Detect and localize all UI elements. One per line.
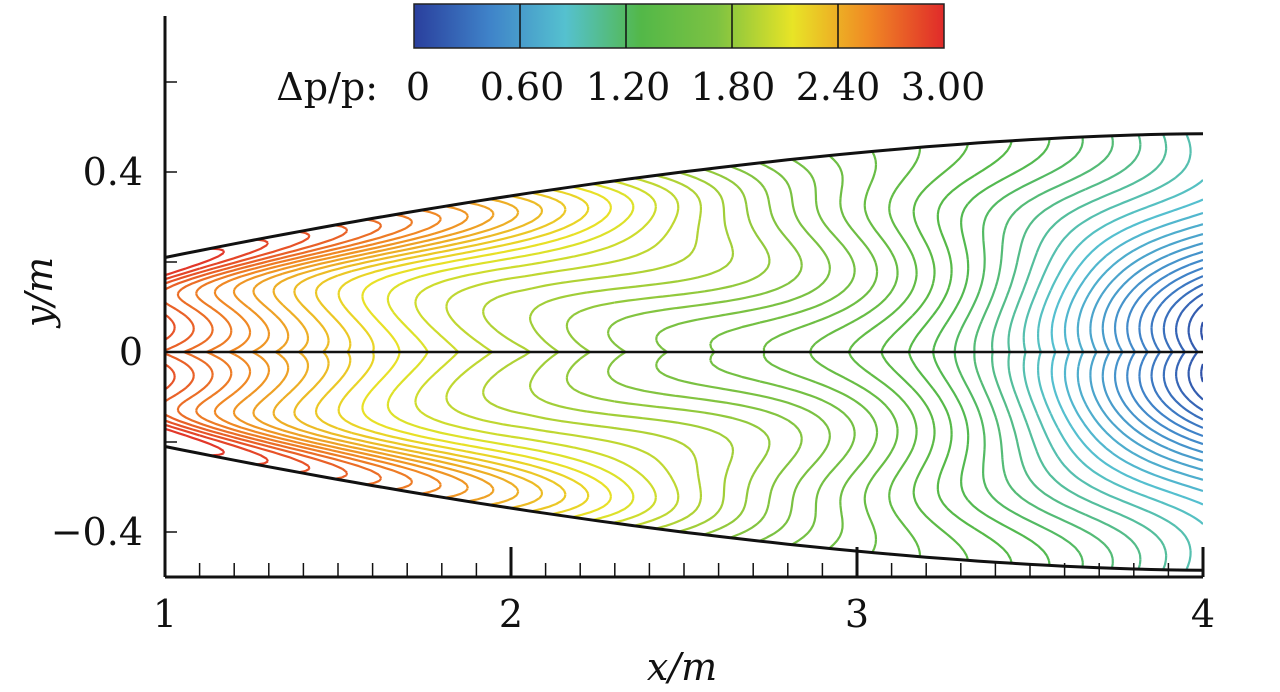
contour-line (953, 136, 1084, 568)
x-tick-label: 3 (845, 592, 869, 636)
x-tick-label: 1 (153, 592, 177, 636)
y-tick-label: 0 (119, 330, 143, 374)
colorbar-tick-label: 1.80 (691, 65, 776, 109)
colorbar-dividers (519, 4, 839, 48)
x-axis-title: x/m (647, 645, 717, 689)
contour-line (907, 140, 1013, 564)
contour-line (1089, 233, 1203, 471)
contour-line (1037, 179, 1203, 525)
x-tick-label: 2 (499, 592, 523, 636)
nozzle-wall-top (164, 132, 1204, 259)
colorbar-tick-label: 0.60 (480, 65, 565, 109)
colorbar: Δp/p: 0 0.60 1.20 1.80 2.40 3.00 (276, 3, 985, 109)
y-ticks (165, 81, 177, 533)
contour-line (1138, 266, 1203, 438)
y-tick-label: −0.4 (51, 510, 143, 554)
contour-line (1076, 223, 1203, 481)
contour-line (1113, 250, 1203, 454)
contour-line (973, 135, 1114, 569)
contour-line (1050, 198, 1203, 506)
colorbar-title: Δp/p: (276, 65, 378, 109)
colorbar-tick-labels: 0 0.60 1.20 1.80 2.40 3.00 (406, 65, 985, 109)
x-tick-label: 4 (1191, 592, 1215, 636)
colorbar-tick-label: 0 (406, 65, 430, 109)
contour-line (1063, 211, 1203, 493)
contour-line (932, 138, 1051, 566)
contour-line (1126, 258, 1203, 446)
colorbar-tick-label: 1.20 (586, 65, 671, 109)
contour-line (1007, 133, 1168, 571)
contour-line (1162, 283, 1203, 421)
contour-line (847, 147, 922, 557)
contour-line (808, 151, 899, 553)
contour-line (880, 143, 970, 561)
colorbar-tick-label: 2.40 (796, 65, 881, 109)
contour-line (1101, 242, 1203, 462)
contour-line (1175, 292, 1203, 412)
contour-line (1200, 321, 1203, 383)
colorbar-gradient (413, 3, 945, 49)
y-axis-title: y/m (17, 257, 61, 329)
x-tick-labels: 1 2 3 4 (153, 592, 1215, 636)
contour-line (1150, 275, 1203, 429)
contour-line (1022, 133, 1192, 571)
colorbar-tick-label: 3.00 (901, 65, 986, 109)
y-tick-label: 0.4 (83, 150, 143, 194)
y-tick-labels: 0.4 0 −0.4 (51, 150, 143, 554)
x-major-ticks (163, 547, 1205, 577)
nozzle-wall-bottom (164, 445, 1204, 572)
contour-line (991, 134, 1142, 570)
